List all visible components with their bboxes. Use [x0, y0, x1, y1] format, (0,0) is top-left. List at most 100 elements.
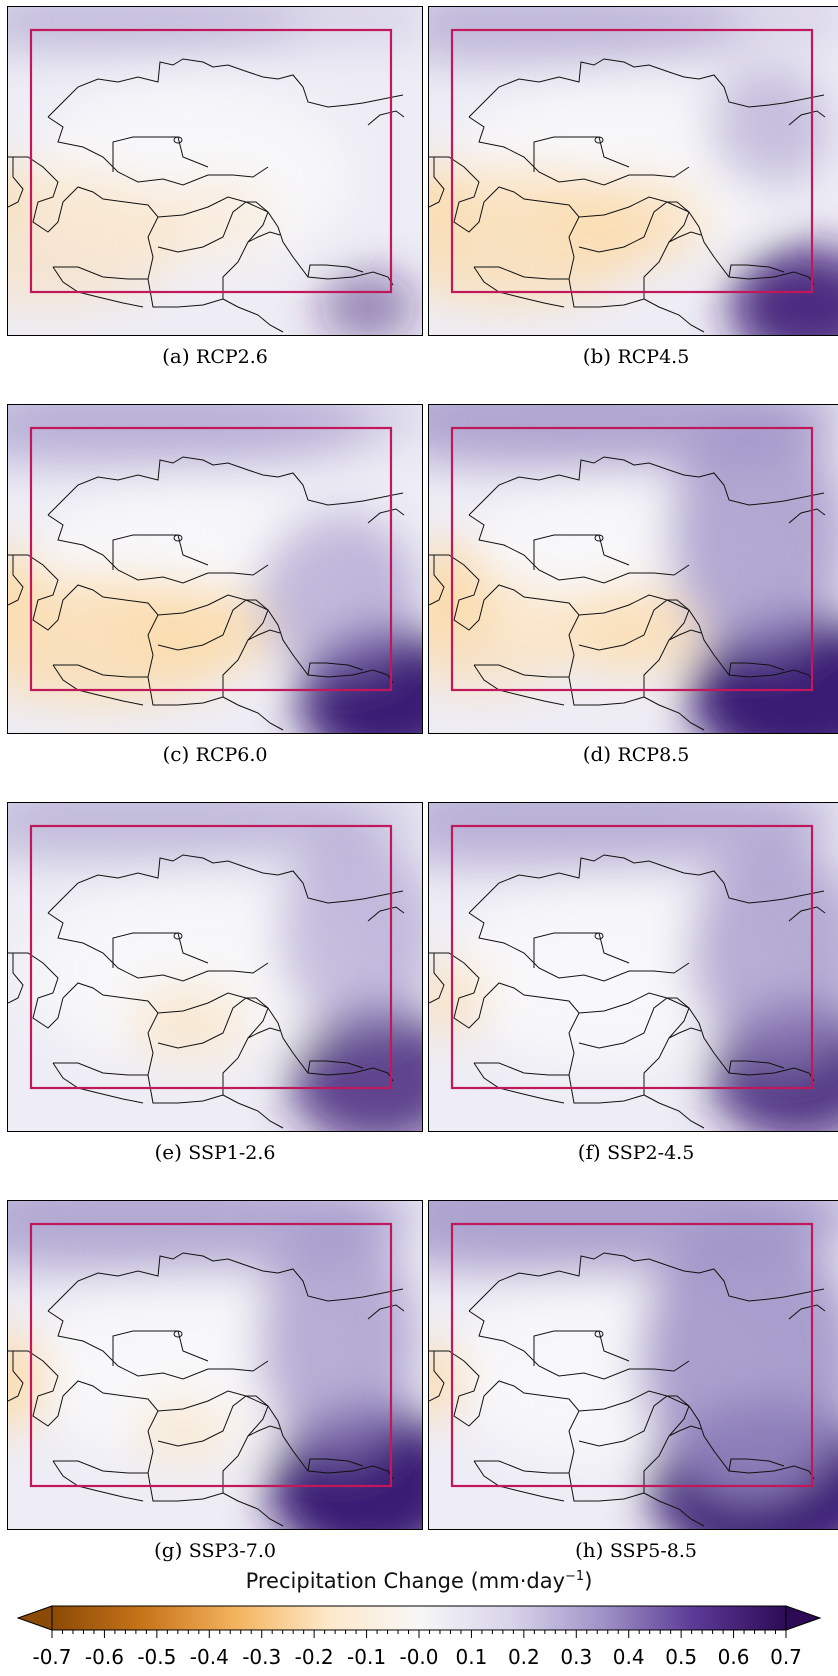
lake-outline [594, 534, 604, 542]
border-line [429, 554, 668, 631]
study-region-box [450, 28, 814, 294]
border-line [8, 952, 247, 1029]
map-canvas [429, 803, 838, 1131]
border-line [147, 1395, 269, 1502]
colorbar-tick-label: -0.6 [84, 1645, 124, 1669]
map-panel-f [428, 802, 838, 1132]
colorbar-extend-low [16, 1605, 53, 1631]
border-line [468, 116, 690, 186]
border-line [473, 266, 565, 308]
country-borders [8, 456, 405, 731]
study-region-box [450, 824, 814, 1090]
caption-scenario: SSP1-2.6 [188, 1142, 276, 1164]
border-line [468, 514, 690, 584]
map-panel-g [7, 1200, 423, 1530]
border-line [468, 854, 825, 914]
lake-outline [594, 932, 604, 940]
border-line [8, 1350, 247, 1427]
study-region-box [29, 28, 393, 294]
border-line [307, 662, 364, 676]
border-line [53, 1012, 159, 1076]
border-line [222, 298, 284, 333]
border-line [643, 1094, 705, 1129]
country-borders [8, 854, 405, 1129]
border-line [429, 952, 668, 1029]
map-panel-h [428, 1200, 838, 1530]
precipitation-field [8, 1201, 422, 1529]
caption-scenario: SSP3-7.0 [188, 1540, 276, 1562]
border-line [52, 266, 144, 308]
border-line [8, 554, 247, 631]
caption-g: (g) SSP3-7.0 [7, 1538, 423, 1562]
border-line [429, 953, 445, 1004]
border-line [367, 906, 405, 922]
border-line [47, 514, 269, 584]
border-line [533, 534, 630, 570]
caption-label: (h) [574, 1538, 604, 1562]
border-line [533, 136, 630, 172]
border-line [568, 997, 690, 1104]
border-line [222, 1492, 284, 1527]
country-borders [8, 1252, 405, 1527]
border-line [8, 1351, 24, 1402]
caption-c: (c) RCP6.0 [7, 742, 423, 766]
map-canvas [8, 7, 422, 335]
border-line [473, 1062, 565, 1104]
border-line [247, 1027, 281, 1039]
map-panel-b [428, 6, 838, 336]
border-line [728, 1458, 785, 1472]
colorbar-tick-label: 0.5 [665, 1645, 698, 1669]
colorbar-tick-label: 0.2 [507, 1645, 540, 1669]
border-line [474, 614, 580, 678]
border-line [8, 156, 247, 233]
border-line [429, 1351, 445, 1402]
border-line [53, 216, 159, 280]
border-line [668, 1425, 702, 1437]
precipitation-field [8, 405, 422, 733]
caption-d: (d) RCP8.5 [428, 742, 838, 766]
colorbar-title-sup: −1 [565, 1569, 585, 1584]
caption-scenario: RCP2.6 [196, 346, 268, 368]
border-line [53, 1410, 159, 1474]
map-panel-a [7, 6, 423, 336]
border-line [568, 1395, 690, 1502]
colorbar-tick-label: -0.2 [294, 1645, 334, 1669]
lake-outline [173, 1330, 183, 1338]
map-canvas [8, 1201, 422, 1529]
border-line [47, 854, 404, 914]
study-region-box [29, 1222, 393, 1488]
map-canvas [429, 7, 838, 335]
colorbar-tick-label: -0.1 [347, 1645, 387, 1669]
lake-outline [173, 136, 183, 144]
border-line [47, 456, 404, 516]
colorbar-gradient [51, 1605, 787, 1631]
border-line [474, 1410, 580, 1474]
border-line [52, 1062, 144, 1104]
border-line [367, 110, 405, 126]
caption-e: (e) SSP1-2.6 [7, 1140, 423, 1164]
border-line [474, 1012, 580, 1076]
border-line [8, 953, 24, 1004]
colorbar-title-text: Precipitation Change (mm·day [245, 1569, 566, 1593]
border-line [53, 614, 159, 678]
colorbar-tick-label: 0.7 [770, 1645, 802, 1669]
border-line [147, 201, 269, 308]
border-line [473, 664, 565, 706]
caption-label: (g) [154, 1538, 183, 1562]
border-line [533, 932, 630, 968]
border-line [307, 1458, 364, 1472]
border-line [112, 534, 209, 570]
border-line [47, 58, 404, 118]
border-line [468, 456, 825, 516]
caption-label: (e) [154, 1140, 182, 1164]
border-line [247, 231, 281, 243]
border-line [468, 1252, 825, 1312]
border-line [468, 1310, 690, 1380]
border-line [473, 1460, 565, 1502]
border-line [643, 298, 705, 333]
study-region-box [450, 426, 814, 692]
border-line [112, 136, 209, 172]
precipitation-field [429, 7, 838, 335]
border-line [112, 932, 209, 968]
map-canvas [429, 405, 838, 733]
